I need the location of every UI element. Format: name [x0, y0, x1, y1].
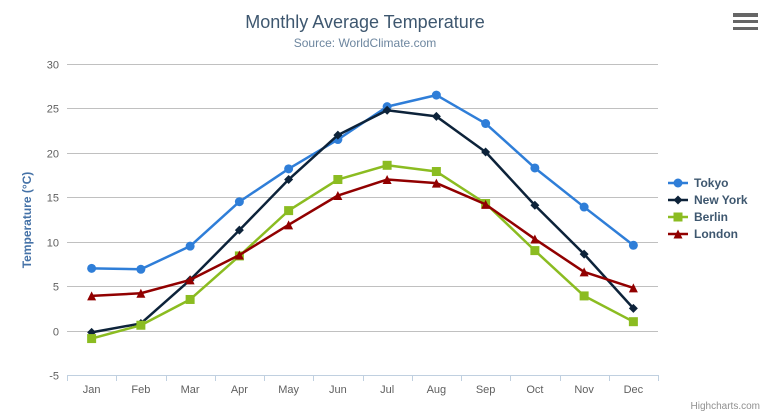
berlin-point-Dec[interactable] — [628, 317, 638, 327]
tokyo-point-Aug[interactable] — [431, 90, 441, 100]
chart-title: Monthly Average Temperature — [245, 12, 485, 32]
london-legend-marker-icon — [668, 229, 688, 238]
legend: Tokyo New York Berlin London — [667, 175, 748, 241]
y-axis-tick-label: 15 — [47, 193, 59, 205]
x-axis-tick-label: Sep — [476, 384, 496, 396]
tokyo-point-Feb[interactable] — [136, 264, 146, 274]
y-axis-tick-label: 5 — [53, 282, 59, 294]
legend-item-tokyo[interactable]: Tokyo — [667, 175, 748, 190]
tokyo-point-Dec[interactable] — [628, 240, 638, 250]
yaxis-title: Temperature (°C) — [20, 171, 34, 269]
x-axis-tick-label: Oct — [526, 384, 543, 396]
legend-item-london[interactable]: London — [667, 226, 748, 241]
london-point-Feb[interactable] — [136, 288, 146, 298]
london-point-Sep[interactable] — [481, 199, 491, 209]
x-axis-tick-label: Feb — [131, 384, 150, 396]
legend-label: Berlin — [694, 209, 729, 224]
x-axis-tick-label: Aug — [427, 384, 447, 396]
berlin-legend-marker-icon — [668, 212, 688, 221]
tokyo-point-Sep[interactable] — [481, 119, 491, 129]
tokyo-point-May[interactable] — [284, 164, 294, 174]
x-axis-tick-label: Jun — [329, 384, 347, 396]
london-point-Nov[interactable] — [579, 267, 589, 277]
berlin-point-May[interactable] — [284, 206, 294, 216]
new-york-point-Sep[interactable] — [481, 147, 491, 157]
menu-bar — [733, 19, 758, 24]
chart-subtitle: Source: WorldClimate.com — [293, 36, 437, 50]
new-york-point-Jun[interactable] — [333, 130, 343, 140]
tokyo-point-Jan[interactable] — [87, 263, 97, 273]
berlin-point-Nov[interactable] — [579, 291, 589, 301]
y-axis-tick-label: 20 — [47, 149, 59, 161]
legend-symbol — [673, 195, 683, 204]
tokyo-point-Oct[interactable] — [530, 163, 540, 173]
legend-symbol — [673, 178, 683, 187]
london-point-Apr[interactable] — [234, 250, 244, 260]
new-york-point-Nov[interactable] — [579, 249, 589, 259]
menu-bar — [733, 13, 758, 17]
x-axis-tick-label: Jan — [83, 384, 101, 396]
x-axis-tick-label: Jul — [380, 384, 394, 396]
berlin-point-Mar[interactable] — [185, 294, 195, 304]
legend-symbol — [673, 229, 683, 238]
london-point-Jul[interactable] — [382, 175, 392, 185]
new-york-point-Aug[interactable] — [431, 111, 441, 121]
berlin-point-Aug[interactable] — [431, 167, 441, 177]
new-york-point-Jul[interactable] — [382, 105, 392, 115]
london-point-May[interactable] — [284, 220, 294, 230]
new-york-line — [90, 108, 635, 334]
tokyo-legend-marker-icon — [668, 178, 688, 187]
y-axis-tick-label: 10 — [47, 238, 59, 250]
y-axis-tick-label: 25 — [47, 104, 59, 116]
legend-item-new-york[interactable]: New York — [667, 192, 748, 207]
legend-symbol — [673, 212, 683, 221]
x-axis-tick-label: Mar — [181, 384, 200, 396]
berlin-point-Jun[interactable] — [333, 175, 343, 185]
berlin-point-Jul[interactable] — [382, 160, 392, 170]
london-point-Aug[interactable] — [431, 178, 441, 188]
legend-label: Tokyo — [694, 175, 729, 190]
london-point-Oct[interactable] — [530, 234, 540, 244]
berlin-point-Feb[interactable] — [136, 320, 146, 330]
new-york-point-Oct[interactable] — [530, 200, 540, 210]
tokyo-point-Apr[interactable] — [234, 197, 244, 207]
legend-label: London — [694, 226, 738, 241]
y-axis-tick-label: -5 — [49, 371, 59, 383]
tokyo-point-Mar[interactable] — [185, 241, 195, 251]
x-axis-tick-label: Apr — [231, 384, 248, 396]
tokyo-point-Nov[interactable] — [579, 202, 589, 212]
y-axis-tick-label: 30 — [47, 60, 59, 72]
london-point-Jun[interactable] — [333, 191, 343, 201]
berlin-line — [90, 164, 635, 340]
legend-item-berlin[interactable]: Berlin — [667, 209, 748, 224]
y-axis-tick-label: 0 — [53, 327, 59, 339]
london-line — [90, 178, 635, 298]
hamburger-menu-icon[interactable] — [733, 13, 758, 30]
london-point-Mar[interactable] — [185, 275, 195, 285]
london-point-Dec[interactable] — [628, 283, 638, 293]
x-axis-tick-label: Nov — [574, 384, 594, 396]
new-york-legend-marker-icon — [668, 195, 688, 204]
berlin-point-Jan[interactable] — [87, 334, 97, 344]
new-york-point-May[interactable] — [284, 175, 294, 185]
london-point-Jan[interactable] — [87, 291, 97, 301]
new-york-point-Dec[interactable] — [628, 303, 638, 313]
tokyo-line — [90, 93, 635, 271]
menu-bar — [733, 26, 758, 30]
new-york-point-Apr[interactable] — [234, 225, 244, 235]
x-axis-tick-label: Dec — [624, 384, 644, 396]
x-axis-tick-label: May — [278, 384, 299, 396]
credits-link[interactable]: Highcharts.com — [690, 401, 760, 412]
berlin-point-Oct[interactable] — [530, 246, 540, 256]
legend-label: New York — [694, 192, 748, 207]
